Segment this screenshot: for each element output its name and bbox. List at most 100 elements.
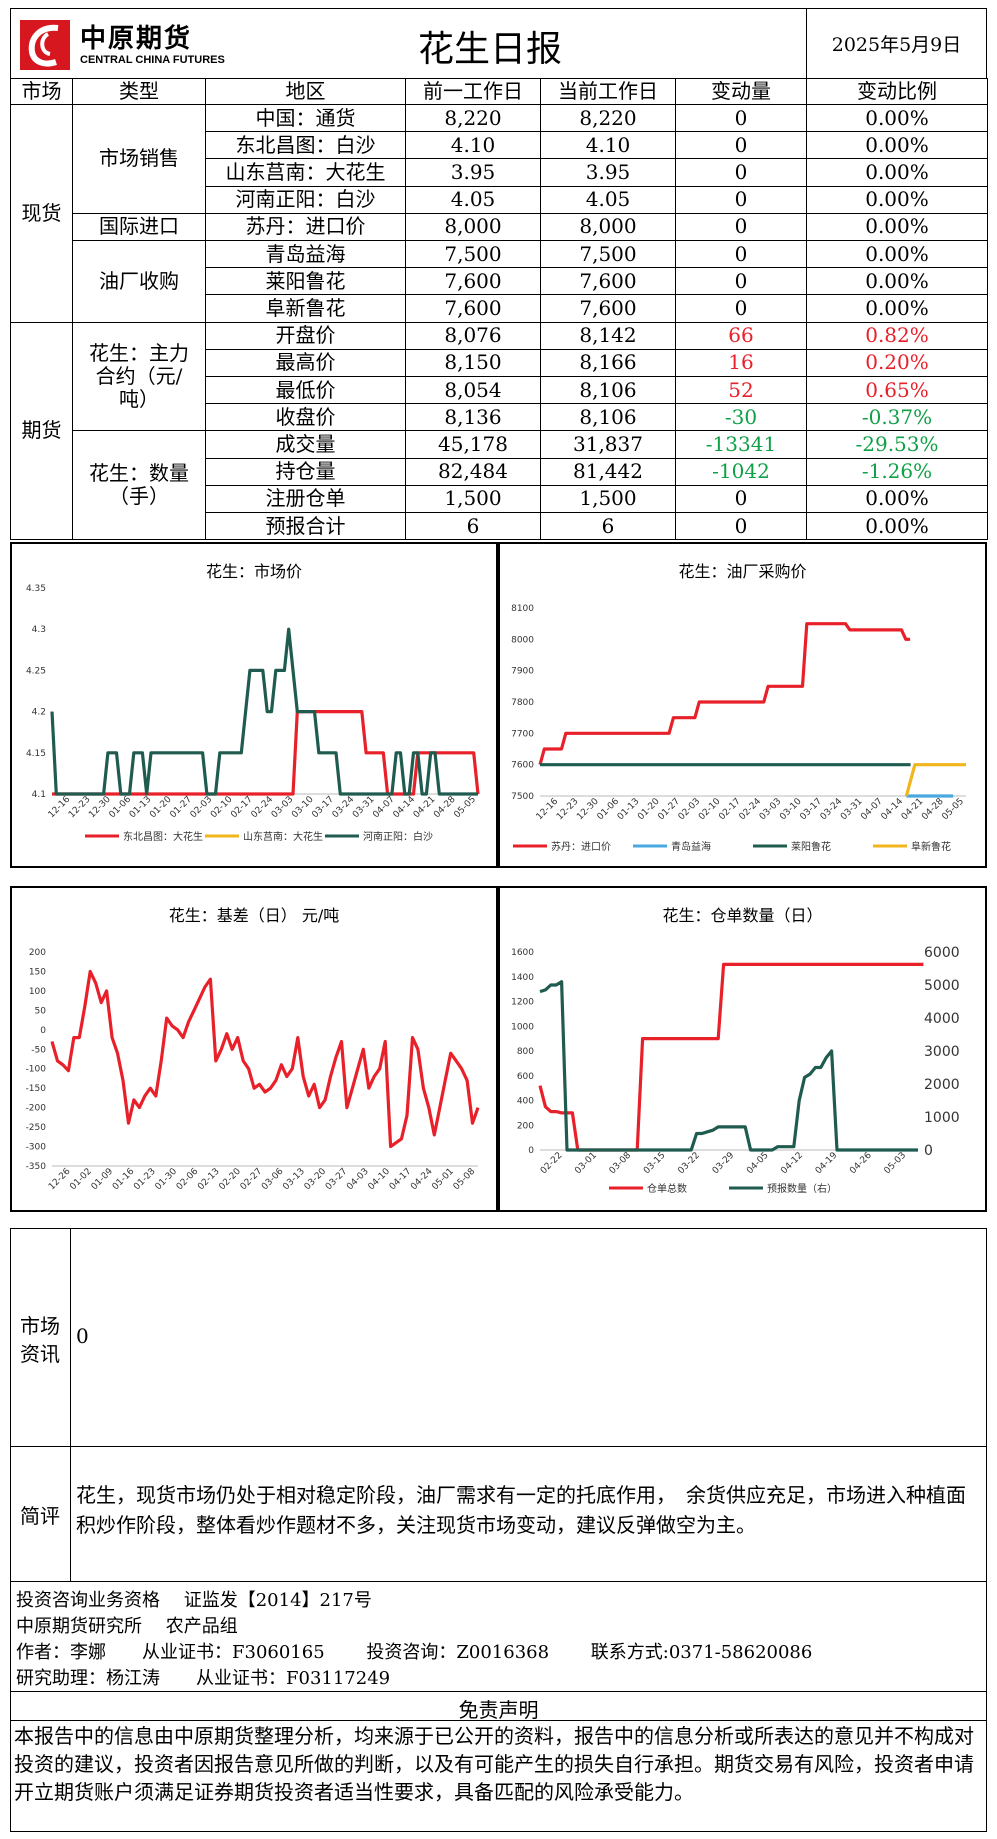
legend-label: 仓单总数: [647, 1182, 687, 1195]
x-tick-label: 04-19: [814, 1150, 840, 1176]
y-tick-label: -50: [31, 1045, 46, 1055]
x-tick-label: 03-01: [573, 1151, 599, 1177]
x-tick-label: 04-17: [388, 1167, 414, 1193]
x-tick-label: 12-16: [47, 794, 73, 820]
x-tick-label: 01-16: [111, 1166, 137, 1192]
y-tick-label: -100: [26, 1065, 47, 1075]
market-spot: 现货: [10, 104, 73, 323]
row-region: 青岛益海: [205, 240, 406, 269]
x-tick-label: 03-17: [798, 797, 824, 823]
x-tick-label: 03-29: [711, 1150, 737, 1176]
y-tick-label: 7700: [511, 729, 534, 739]
row-current-value: 4.05: [540, 185, 676, 214]
logo-mark-icon: [20, 20, 70, 70]
row-change: 66: [675, 321, 807, 350]
legend-label: 阜新鲁花: [911, 840, 951, 853]
y-tick-label: -150: [26, 1084, 47, 1094]
y-tick-label: 8000: [511, 635, 534, 645]
row-current-value: 31,837: [540, 430, 676, 459]
y-tick-label: 0: [528, 1146, 534, 1156]
y-tick-label: 4.1: [32, 790, 46, 800]
x-tick-label: 03-03: [758, 797, 784, 823]
x-tick-label: 04-14: [392, 794, 418, 820]
x-tick-label: 12-30: [575, 796, 601, 822]
x-tick-label: 02-06: [175, 1166, 201, 1192]
chart-warehouse-receipts: 0 200 400 600 800 1000 1200 1400 1600 0 1000 2000 30…: [511, 945, 960, 1195]
x-tick-label: 01-20: [636, 796, 662, 822]
x-tick-label: 05-05: [940, 797, 966, 823]
news-text: 0: [76, 1324, 89, 1348]
legend-label: 莱阳鲁花: [791, 840, 831, 853]
x-tick-label: 04-21: [412, 795, 438, 821]
row-prev-value: 4.10: [405, 131, 541, 160]
series-line-3: [904, 763, 966, 797]
row-current-value: 8,000: [540, 212, 676, 241]
legend-label: 青岛益海: [671, 840, 711, 853]
x-tick-label: 01-13: [616, 797, 642, 823]
y2-tick-label: 3000: [924, 1044, 960, 1060]
x-tick-label: 12-23: [67, 795, 93, 821]
row-change: 16: [675, 348, 807, 377]
x-tick-label: 02-17: [717, 797, 743, 823]
y-tick-label: 200: [29, 948, 46, 958]
table-header-1: 类型: [72, 78, 206, 105]
footer-section: [10, 1582, 987, 1832]
y2-tick-label: 5000: [924, 978, 960, 994]
row-region: 收盘价: [205, 403, 406, 432]
report-header: [10, 8, 987, 78]
row-change-pct: 0.82%: [806, 321, 988, 350]
x-tick-label: 03-24: [331, 794, 357, 820]
news-label: 市场资讯: [20, 1314, 60, 1366]
chart-oil-mill-price: 7500 7600 7700 7800 7900 8000 8100 12-1612-2312…: [511, 604, 966, 853]
row-change: -13341: [675, 430, 807, 459]
x-tick-label: 04-12: [779, 1151, 805, 1177]
table-header-2: 地区: [205, 78, 406, 105]
chart-title: 花生：油厂采购价: [678, 562, 807, 581]
legend-label: 东北昌图：大花生: [123, 830, 203, 843]
row-change-pct: 0.00%: [806, 212, 988, 241]
row-current-value: 4.10: [540, 131, 676, 160]
qualification-line: 投资咨询业务资格 证监发【2014】217号: [16, 1590, 372, 1611]
y-tick-label: 7600: [511, 761, 534, 771]
x-tick-label: 12-23: [555, 797, 581, 823]
y2-tick-label: 0: [924, 1143, 933, 1159]
logo-cn: 中原期货: [80, 24, 193, 54]
series-line-0: [50, 969, 480, 1149]
chart-oil-mill-box: 花生：油厂采购价 7500 7600 7700 7800 7900 8000 8100 12-…: [498, 542, 987, 868]
y-tick-label: 800: [517, 1047, 534, 1057]
x-tick-label: 03-24: [819, 796, 845, 822]
x-tick-label: 01-06: [108, 794, 134, 820]
table-header-6: 变动比例: [806, 78, 988, 105]
x-tick-label: 04-03: [345, 1167, 371, 1193]
row-change-pct: -29.53%: [806, 430, 988, 459]
x-tick-label: 02-03: [189, 795, 215, 821]
series-line-2: [50, 627, 478, 796]
x-tick-label: 04-10: [367, 1166, 393, 1192]
x-tick-label: 02-10: [697, 796, 723, 822]
x-tick-label: 04-05: [745, 1151, 771, 1177]
legend-label: 苏丹：进口价: [551, 840, 611, 853]
row-change: 52: [675, 376, 807, 405]
row-change: -1042: [675, 457, 807, 486]
type-sales: 市场销售: [72, 104, 206, 214]
row-prev-value: 7,600: [405, 267, 541, 296]
table-header-4: 当前工作日: [540, 78, 676, 105]
y-tick-label: -300: [26, 1143, 47, 1153]
row-region: 东北昌图：白沙: [205, 131, 406, 160]
row-prev-value: 8,054: [405, 376, 541, 405]
y-tick-label: 600: [517, 1072, 534, 1082]
y-tick-label: -350: [26, 1162, 47, 1172]
row-change-pct: -1.26%: [806, 457, 988, 486]
chart-title: 花生：仓单数量（日）: [662, 906, 823, 925]
x-tick-label: 03-17: [310, 795, 336, 821]
row-change: 0: [675, 185, 807, 214]
info-divider: [70, 1228, 71, 1582]
x-tick-label: 03-08: [608, 1150, 634, 1176]
x-tick-label: 05-03: [883, 1151, 909, 1177]
y-tick-label: 4.3: [32, 625, 46, 635]
x-tick-label: 03-31: [351, 795, 377, 821]
legend-label: 预报数量（右）: [767, 1182, 837, 1195]
row-change: 0: [675, 267, 807, 296]
row-region: 河南正阳：白沙: [205, 185, 406, 214]
row-current-value: 1,500: [540, 484, 676, 513]
